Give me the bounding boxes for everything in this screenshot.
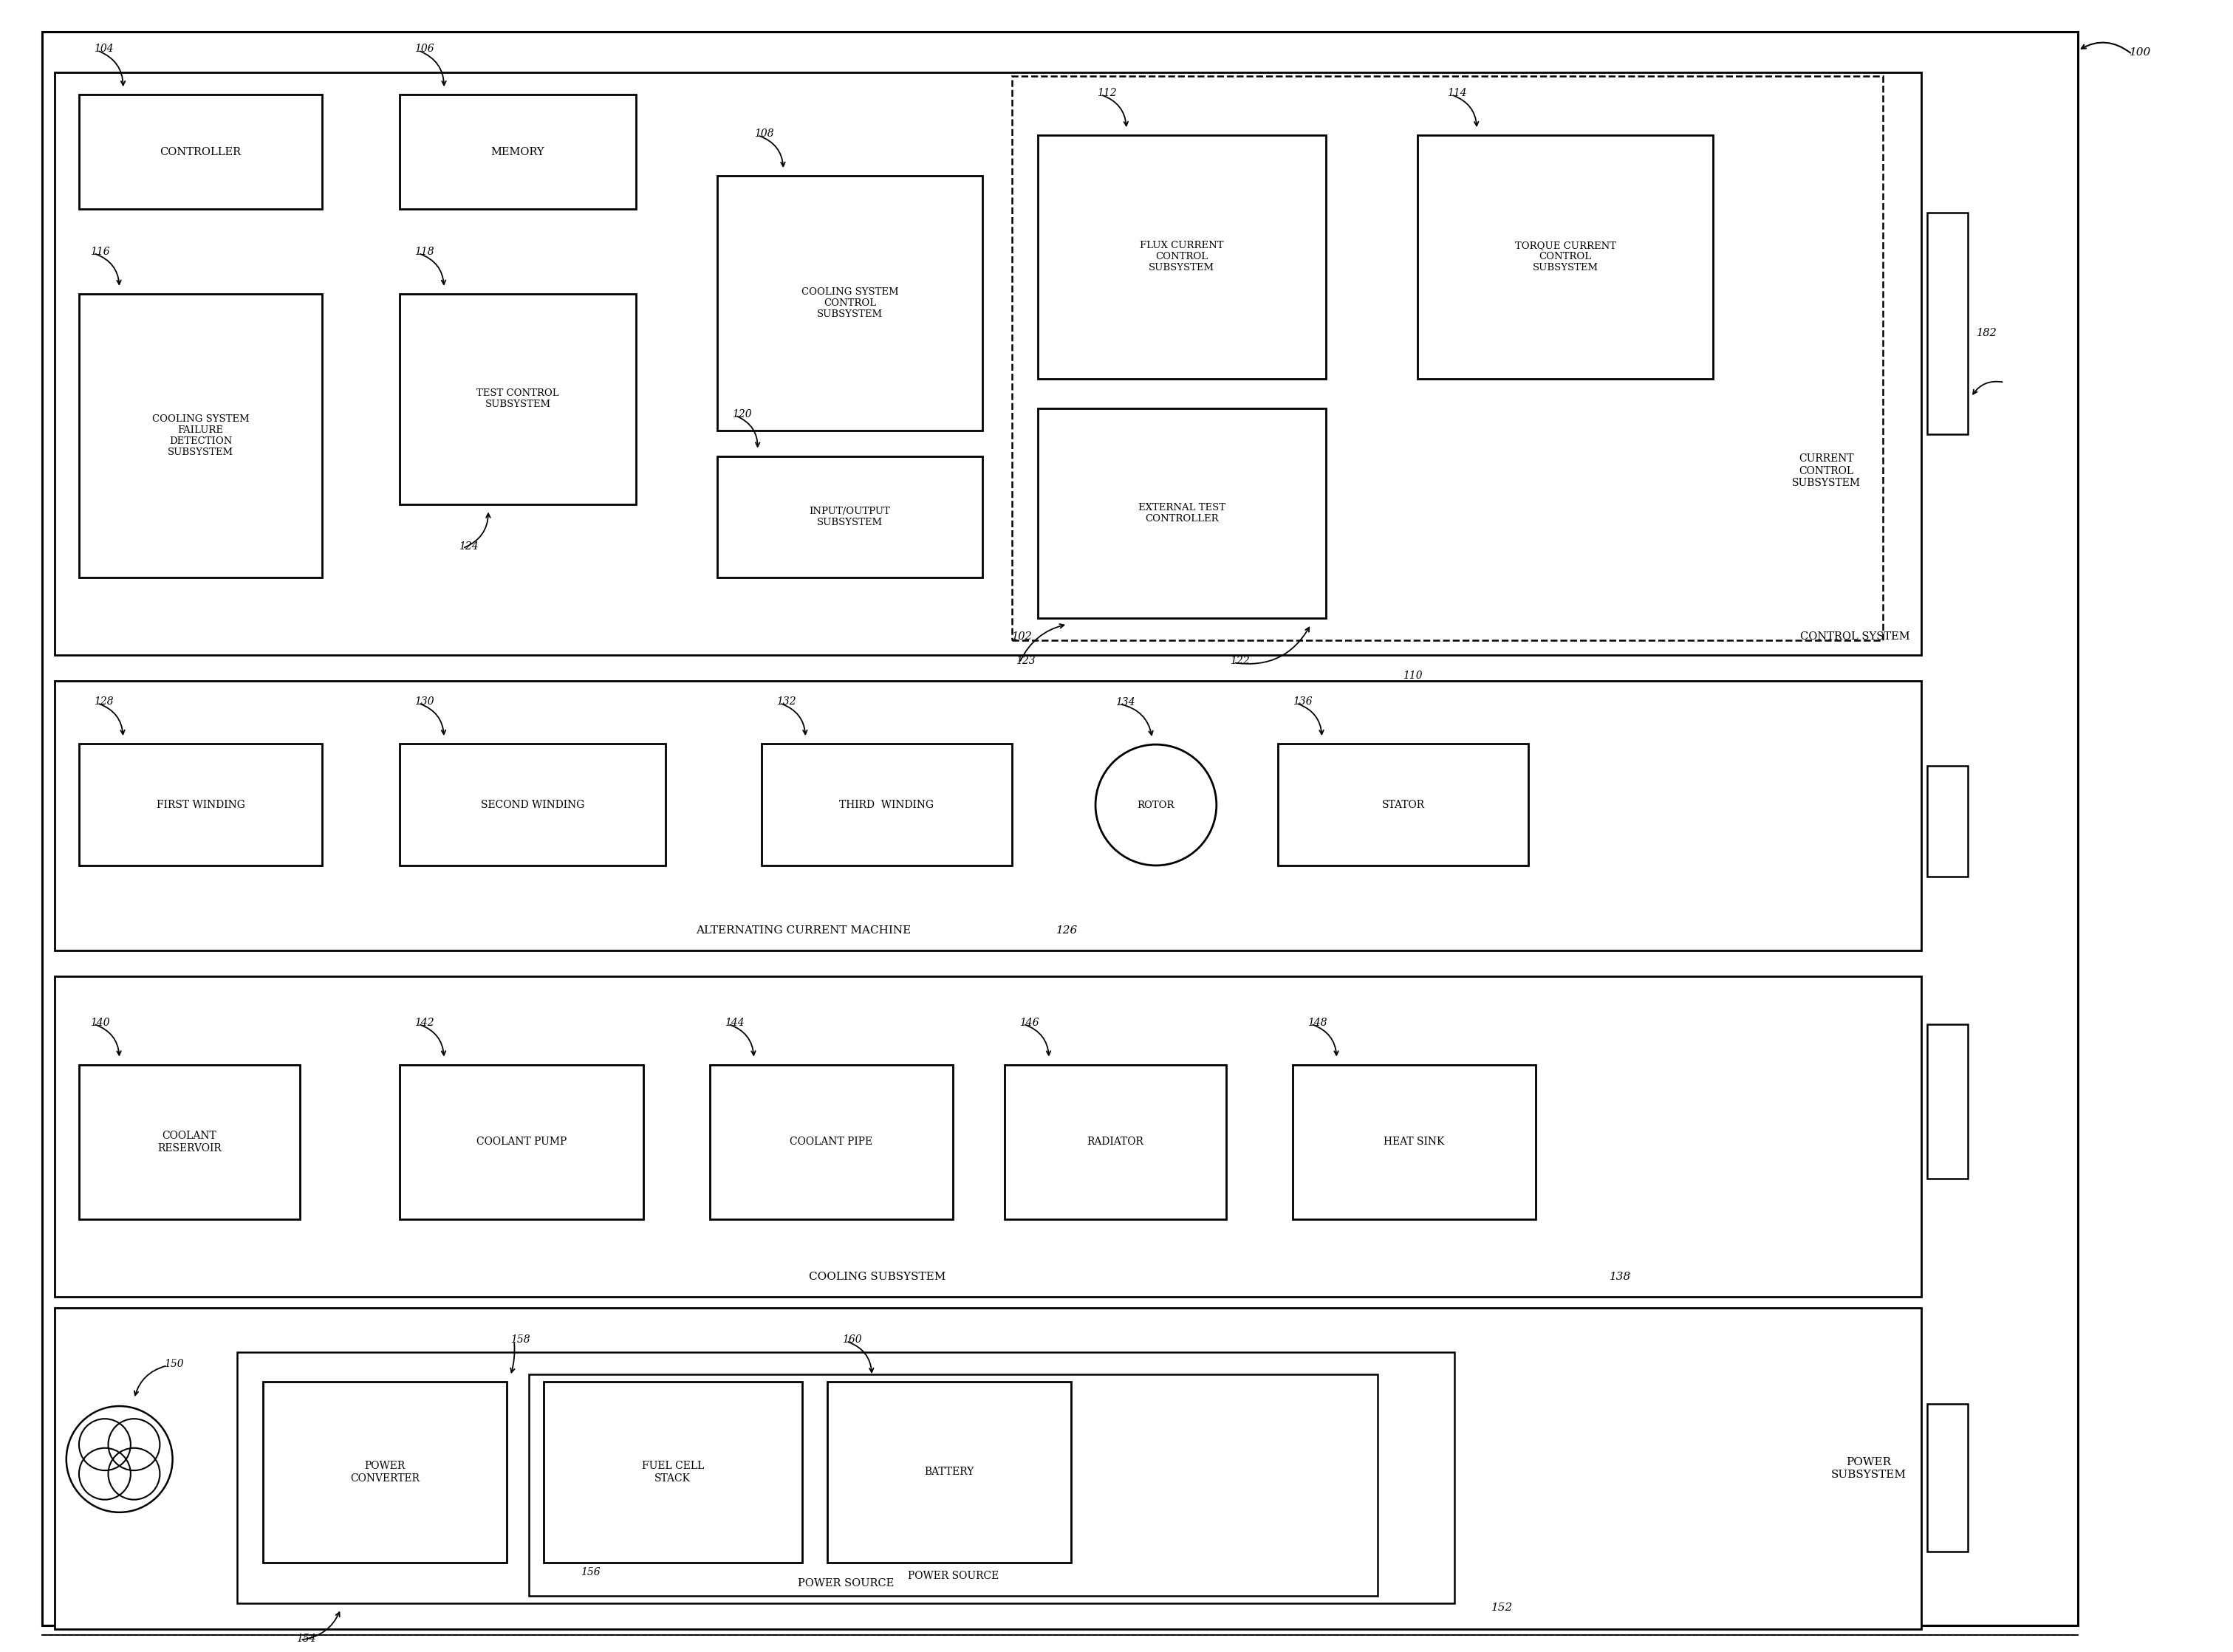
- Text: 154: 154: [297, 1634, 317, 1644]
- Text: CURRENT
CONTROL
SUBSYSTEM: CURRENT CONTROL SUBSYSTEM: [1791, 454, 1860, 487]
- Text: FIRST WINDING: FIRST WINDING: [156, 800, 246, 809]
- Text: RADIATOR: RADIATOR: [1087, 1137, 1143, 1146]
- Text: 142: 142: [415, 1018, 433, 1028]
- Text: 138: 138: [1610, 1272, 1632, 1282]
- Text: 123: 123: [1016, 656, 1036, 666]
- Text: 148: 148: [1306, 1018, 1326, 1028]
- Text: TORQUE CURRENT
CONTROL
SUBSYSTEM: TORQUE CURRENT CONTROL SUBSYSTEM: [1514, 241, 1617, 273]
- Text: ALTERNATING CURRENT MACHINE: ALTERNATING CURRENT MACHINE: [697, 925, 911, 935]
- Text: TEST CONTROL
SUBSYSTEM: TEST CONTROL SUBSYSTEM: [476, 388, 558, 410]
- Text: 100: 100: [2130, 48, 2150, 58]
- Text: POWER
CONVERTER: POWER CONVERTER: [351, 1460, 420, 1483]
- Text: CONTROL SYSTEM: CONTROL SYSTEM: [1800, 631, 1909, 643]
- Text: HEAT SINK: HEAT SINK: [1384, 1137, 1445, 1146]
- Text: 160: 160: [842, 1335, 862, 1345]
- Text: STATOR: STATOR: [1382, 800, 1425, 809]
- Text: THIRD  WINDING: THIRD WINDING: [840, 800, 933, 809]
- Text: 146: 146: [1020, 1018, 1038, 1028]
- Text: 108: 108: [755, 129, 773, 139]
- Bar: [1277, 743, 1530, 866]
- Text: 132: 132: [777, 697, 795, 707]
- Text: POWER
SUBSYSTEM: POWER SUBSYSTEM: [1831, 1457, 1907, 1480]
- Bar: [54, 681, 1920, 950]
- Bar: [529, 1374, 1378, 1596]
- Text: EXTERNAL TEST
CONTROLLER: EXTERNAL TEST CONTROLLER: [1139, 502, 1226, 524]
- Bar: [1293, 1064, 1536, 1219]
- Text: 152: 152: [1492, 1602, 1514, 1612]
- Text: 116: 116: [89, 246, 109, 258]
- Text: 112: 112: [1096, 88, 1116, 99]
- Text: FUEL CELL
STACK: FUEL CELL STACK: [641, 1460, 703, 1483]
- Text: 106: 106: [415, 45, 433, 55]
- Bar: [1927, 1024, 1967, 1180]
- Bar: [1038, 408, 1326, 618]
- Text: COOLING SUBSYSTEM: COOLING SUBSYSTEM: [808, 1272, 945, 1282]
- Text: 120: 120: [732, 410, 753, 420]
- Bar: [78, 94, 322, 210]
- Text: SECOND WINDING: SECOND WINDING: [480, 800, 585, 809]
- Bar: [1927, 767, 1967, 877]
- Text: COOLING SYSTEM
FAILURE
DETECTION
SUBSYSTEM: COOLING SYSTEM FAILURE DETECTION SUBSYST…: [152, 415, 250, 458]
- Bar: [543, 1381, 802, 1563]
- Bar: [54, 1308, 1920, 1629]
- Text: FLUX CURRENT
CONTROL
SUBSYSTEM: FLUX CURRENT CONTROL SUBSYSTEM: [1139, 241, 1224, 273]
- Text: POWER SOURCE: POWER SOURCE: [797, 1578, 893, 1588]
- Text: 114: 114: [1447, 88, 1467, 99]
- Bar: [1012, 76, 1882, 641]
- Bar: [400, 1064, 643, 1219]
- Bar: [78, 743, 322, 866]
- Text: COOLING SYSTEM
CONTROL
SUBSYSTEM: COOLING SYSTEM CONTROL SUBSYSTEM: [802, 287, 898, 319]
- Bar: [263, 1381, 507, 1563]
- Text: MEMORY: MEMORY: [491, 147, 545, 157]
- Text: CONTROLLER: CONTROLLER: [161, 147, 241, 157]
- Bar: [1005, 1064, 1226, 1219]
- Text: COOLANT
RESERVOIR: COOLANT RESERVOIR: [159, 1132, 221, 1153]
- Text: 118: 118: [415, 246, 433, 258]
- Text: 156: 156: [581, 1566, 601, 1578]
- Text: INPUT/OUTPUT
SUBSYSTEM: INPUT/OUTPUT SUBSYSTEM: [808, 507, 891, 527]
- Bar: [400, 294, 636, 504]
- Text: 130: 130: [415, 697, 433, 707]
- Bar: [54, 976, 1920, 1297]
- Bar: [54, 73, 1920, 656]
- Text: 128: 128: [94, 697, 114, 707]
- Text: ROTOR: ROTOR: [1137, 800, 1175, 809]
- Bar: [710, 1064, 953, 1219]
- Text: 140: 140: [89, 1018, 109, 1028]
- Bar: [78, 294, 322, 578]
- Text: 122: 122: [1230, 656, 1250, 666]
- Text: COOLANT PUMP: COOLANT PUMP: [476, 1137, 567, 1146]
- Bar: [78, 1064, 299, 1219]
- Bar: [717, 456, 983, 578]
- Bar: [761, 743, 1012, 866]
- Text: 110: 110: [1402, 671, 1422, 681]
- Text: 158: 158: [511, 1335, 529, 1345]
- Bar: [237, 1353, 1454, 1602]
- Bar: [1927, 1404, 1967, 1551]
- Text: 102: 102: [1012, 631, 1032, 643]
- Text: POWER SOURCE: POWER SOURCE: [907, 1571, 998, 1581]
- Bar: [828, 1381, 1072, 1563]
- Text: COOLANT PIPE: COOLANT PIPE: [790, 1137, 873, 1146]
- Bar: [400, 743, 665, 866]
- Text: 124: 124: [458, 542, 478, 552]
- Text: 182: 182: [1976, 327, 1996, 339]
- Bar: [400, 94, 636, 210]
- Text: 136: 136: [1293, 697, 1313, 707]
- Text: 126: 126: [1056, 925, 1079, 935]
- Bar: [1038, 135, 1326, 378]
- Text: 150: 150: [163, 1360, 183, 1370]
- Text: BATTERY: BATTERY: [924, 1467, 974, 1477]
- Text: 134: 134: [1116, 697, 1134, 707]
- Bar: [717, 175, 983, 430]
- Bar: [1418, 135, 1713, 378]
- Bar: [1927, 213, 1967, 434]
- Text: 144: 144: [723, 1018, 744, 1028]
- Text: 104: 104: [94, 45, 114, 55]
